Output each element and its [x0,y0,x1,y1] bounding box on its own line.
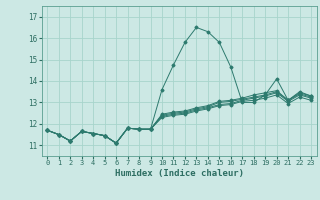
X-axis label: Humidex (Indice chaleur): Humidex (Indice chaleur) [115,169,244,178]
